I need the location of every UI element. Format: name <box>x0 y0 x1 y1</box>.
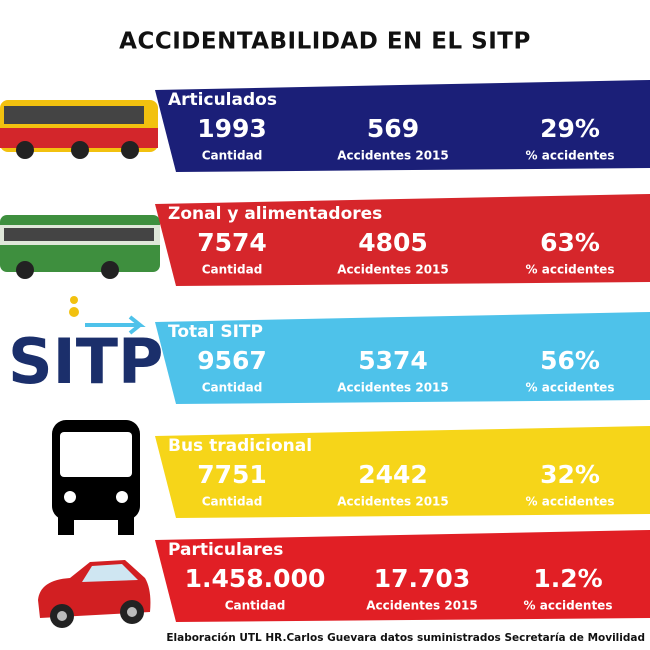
stat-label: Cantidad <box>202 381 263 395</box>
stat-label: % accidentes <box>526 149 615 163</box>
stat-value: 1993 <box>197 114 267 143</box>
stat-label: Accidentes 2015 <box>337 381 449 395</box>
stat-value: 17.703 <box>374 564 470 593</box>
stat-value: 1.2% <box>533 564 602 593</box>
stat-value: 56% <box>540 346 600 375</box>
stat-value: 569 <box>367 114 419 143</box>
stat-value: 4805 <box>358 228 428 257</box>
banner <box>155 312 650 404</box>
logo-text: SITP <box>8 325 163 398</box>
articulated-bus-icon <box>0 100 158 159</box>
stat-label: Cantidad <box>225 599 286 613</box>
banner <box>155 426 650 518</box>
zonal-bus-icon <box>0 215 160 279</box>
car-icon <box>38 560 151 628</box>
banner <box>155 530 650 622</box>
stat-label: Accidentes 2015 <box>337 263 449 277</box>
stat-label: Accidentes 2015 <box>337 149 449 163</box>
banner <box>155 80 650 172</box>
stat-label: % accidentes <box>526 381 615 395</box>
stat-label: % accidentes <box>526 263 615 277</box>
stat-value: 5374 <box>358 346 428 375</box>
bus-icon <box>52 420 140 535</box>
stat-label: Accidentes 2015 <box>366 599 478 613</box>
stat-label: Accidentes 2015 <box>337 495 449 509</box>
stat-label: % accidentes <box>526 495 615 509</box>
stat-label: Cantidad <box>202 149 263 163</box>
stat-value: 2442 <box>358 460 428 489</box>
row-name: Particulares <box>168 540 283 560</box>
stat-label: Cantidad <box>202 263 263 277</box>
banner <box>155 194 650 286</box>
stat-value: 32% <box>540 460 600 489</box>
stat-label: % accidentes <box>524 599 613 613</box>
row-name: Articulados <box>168 90 277 110</box>
stat-value: 7574 <box>197 228 267 257</box>
stat-value: 9567 <box>197 346 267 375</box>
stat-label: Cantidad <box>202 495 263 509</box>
row-name: Zonal y alimentadores <box>168 204 382 224</box>
title: ACCIDENTABILIDAD EN EL SITP <box>119 29 531 55</box>
footer: Elaboración UTL HR.Carlos Guevara datos … <box>166 632 645 644</box>
row-name: Total SITP <box>168 322 263 342</box>
stat-value: 63% <box>540 228 600 257</box>
row-name: Bus tradicional <box>168 436 312 456</box>
stat-value: 7751 <box>197 460 267 489</box>
stat-value: 29% <box>540 114 600 143</box>
stat-value: 1.458.000 <box>185 564 326 593</box>
sitp-logo: SITP <box>8 296 163 398</box>
